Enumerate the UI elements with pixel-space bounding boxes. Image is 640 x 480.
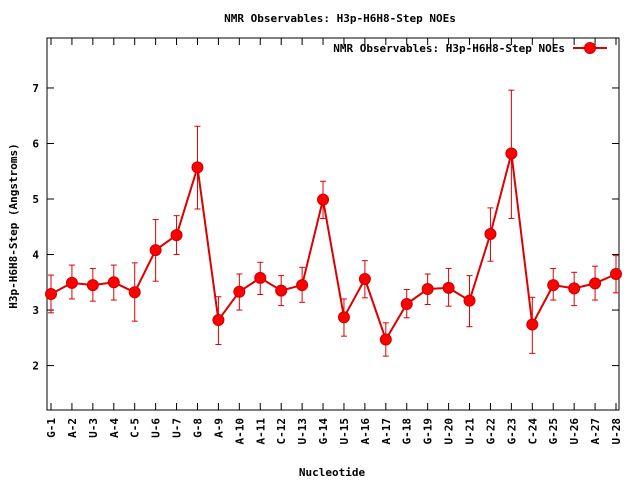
data-point <box>547 279 560 292</box>
x-tick-label: U-15 <box>338 418 351 445</box>
x-tick-label: C-5 <box>129 418 142 438</box>
x-tick-label: G-25 <box>547 418 560 445</box>
x-tick-label: A-17 <box>380 418 393 445</box>
plot-border <box>46 37 620 411</box>
data-point <box>505 147 518 160</box>
data-point <box>568 282 581 295</box>
y-axis-label: H3p-H6H8-Step (Angstroms) <box>7 143 20 309</box>
y-tick-label: 5 <box>32 193 39 206</box>
y-tick-label: 6 <box>32 137 39 150</box>
legend-label: NMR Observables: H3p-H6H8-Step NOEs <box>333 42 565 55</box>
x-tick-label: G-8 <box>191 418 204 438</box>
data-point <box>379 333 392 346</box>
x-tick-label: U-21 <box>464 418 477 445</box>
data-point <box>526 318 539 331</box>
x-axis-label: Nucleotide <box>299 466 366 479</box>
x-tick-label: A-2 <box>66 418 79 438</box>
data-point <box>610 267 622 280</box>
data-point <box>421 282 434 295</box>
legend: NMR Observables: H3p-H6H8-Step NOEs <box>333 42 607 55</box>
y-tick-label: 3 <box>32 304 39 317</box>
x-axis: G-1 A-2 U-3 A-4 C-5 U-6 U-7 G-8 A-9 A-10 A-11 C-12 U… <box>45 38 623 445</box>
x-tick-label: A-4 <box>108 418 121 438</box>
data-point <box>170 229 183 242</box>
data-point <box>337 311 350 324</box>
x-tick-label: G-23 <box>505 418 518 445</box>
data-point <box>149 244 162 257</box>
x-tick-label: A-11 <box>254 418 267 445</box>
data-point <box>86 279 99 292</box>
x-tick-label: U-20 <box>443 418 456 445</box>
data-point <box>191 161 204 174</box>
x-tick-label: U-28 <box>610 418 623 445</box>
data-point <box>463 294 476 307</box>
x-tick-label: U-3 <box>87 418 100 438</box>
data-point <box>442 281 455 294</box>
data-point <box>212 314 225 327</box>
y-tick-label: 7 <box>32 82 39 95</box>
series-line <box>50 153 617 342</box>
y-tick-label: 2 <box>32 360 39 373</box>
data-point <box>589 277 602 290</box>
data-point <box>254 271 267 284</box>
series-line-group <box>50 153 617 342</box>
x-tick-label: C-12 <box>275 418 288 445</box>
y-tick-label: 4 <box>32 249 39 262</box>
x-tick-label: A-9 <box>212 418 225 438</box>
data-point <box>45 287 57 300</box>
legend-marker <box>584 42 596 54</box>
x-tick-label: A-16 <box>359 418 372 445</box>
x-tick-label: G-22 <box>484 418 497 445</box>
x-tick-label: A-10 <box>233 418 246 445</box>
data-point <box>296 279 309 292</box>
data-point <box>65 276 78 289</box>
x-tick-label: C-24 <box>526 418 539 445</box>
data-point <box>317 193 330 206</box>
x-tick-label: A-27 <box>589 418 602 445</box>
x-tick-label: U-26 <box>568 418 581 445</box>
x-tick-label: G-1 <box>45 418 58 438</box>
data-point <box>128 286 141 299</box>
data-point <box>400 297 413 310</box>
x-tick-label: G-14 <box>317 418 330 445</box>
plot-area <box>46 37 620 411</box>
data-point <box>107 276 120 289</box>
data-points <box>45 147 622 346</box>
data-point <box>275 284 288 297</box>
error-bars <box>48 89 619 357</box>
data-point <box>358 272 371 285</box>
data-point <box>484 227 497 240</box>
x-tick-label: U-6 <box>150 418 163 438</box>
data-point <box>233 285 246 298</box>
x-tick-label: G-19 <box>422 418 435 445</box>
x-tick-label: U-7 <box>171 418 184 438</box>
chart-title: NMR Observables: H3p-H6H8-Step NOEs <box>224 12 456 25</box>
y-axis: 2 3 4 5 6 7 <box>32 82 619 373</box>
x-tick-label: U-13 <box>296 418 309 445</box>
x-tick-label: G-18 <box>401 418 414 445</box>
